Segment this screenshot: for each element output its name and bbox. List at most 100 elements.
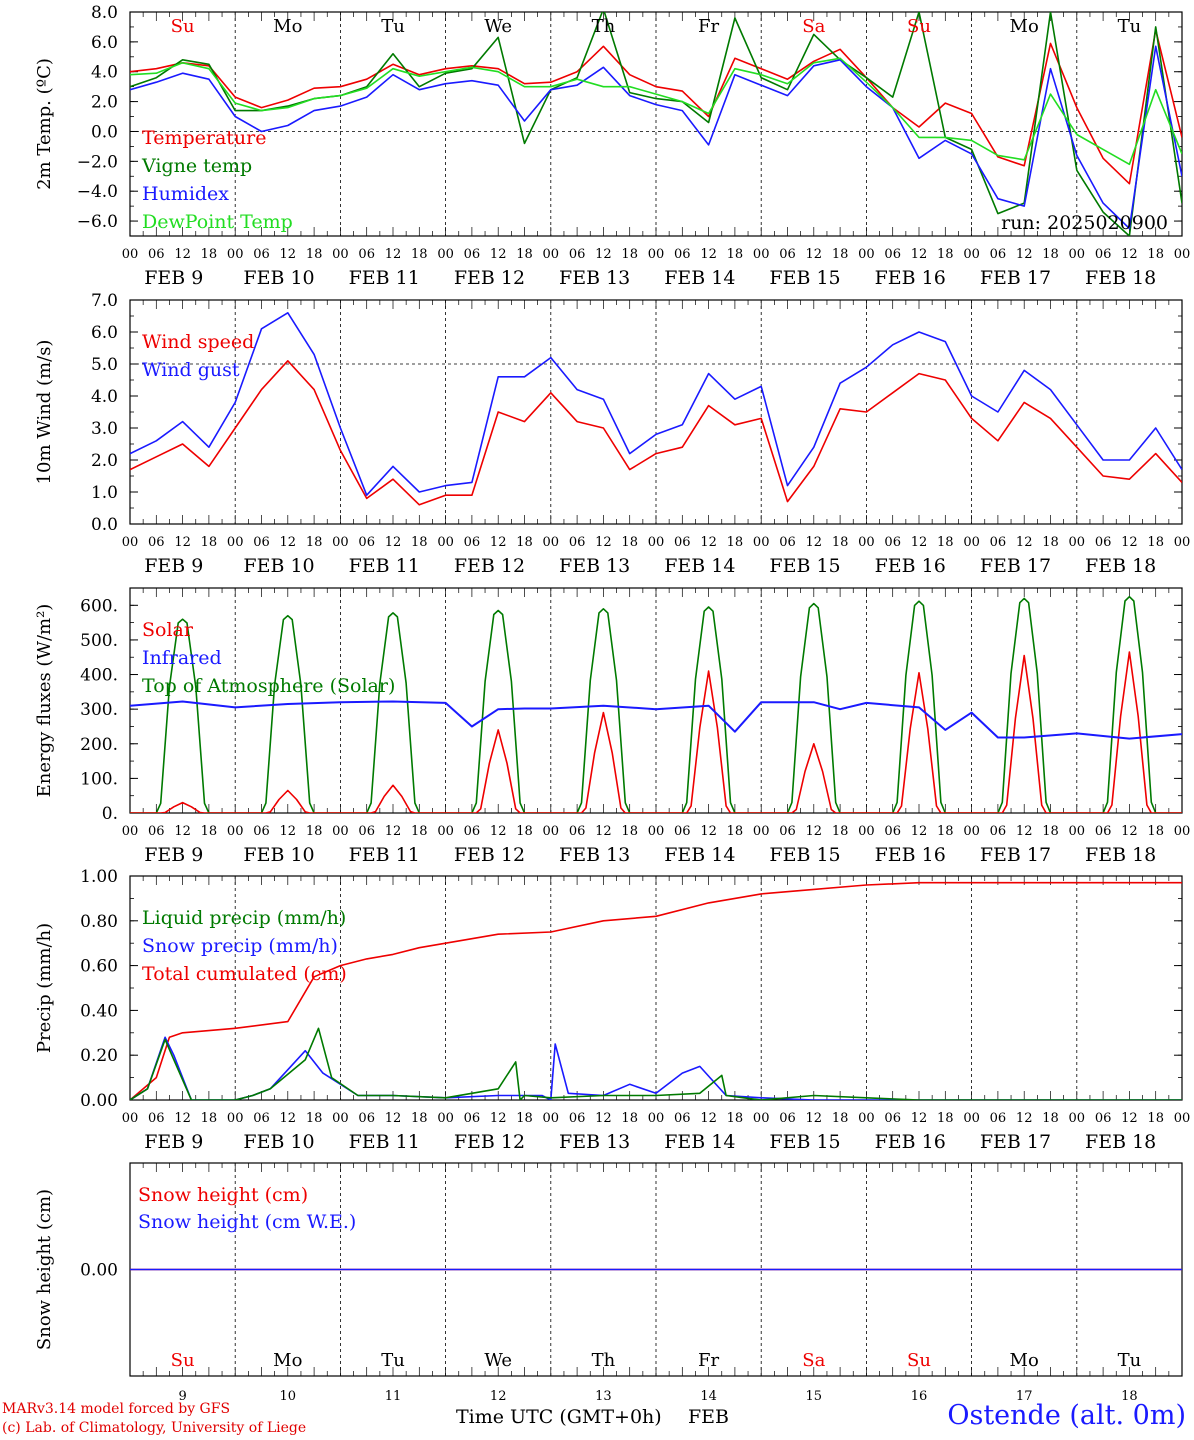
hour-label: 00 (753, 1111, 770, 1126)
weekday-label: Mo (273, 1350, 302, 1371)
hour-label: 18 (1147, 824, 1164, 839)
hour-label: 12 (280, 535, 297, 550)
hour-label: 18 (516, 1111, 533, 1126)
hour-label: 00 (963, 1111, 980, 1126)
y-tick-label: 0.0 (91, 515, 118, 535)
hour-label: 18 (937, 535, 954, 550)
y-tick-label: 0.20 (80, 1046, 118, 1066)
date-label: FEB 11 (349, 267, 420, 289)
panel-wind: 0.0 1.0 2.0 3.0 4.0 5.0 6.0 7.0 10m Wind (m/s) Wi… (34, 291, 1190, 577)
y-axis-title: Snow height (cm) (34, 1189, 55, 1350)
y-tick-label: −2.0 (77, 152, 118, 172)
weekday-label: Su (907, 16, 931, 37)
hour-label: 18 (727, 247, 744, 262)
legend-entry: Vigne temp (141, 155, 252, 177)
hour-label: 06 (148, 824, 165, 839)
legend-entry: Wind speed (142, 331, 254, 353)
date-label: FEB 10 (243, 1131, 314, 1153)
series-line-infrared (130, 700, 1182, 740)
y-tick-label: −4.0 (77, 182, 118, 202)
hour-label: 06 (884, 535, 901, 550)
date-label: FEB 10 (243, 555, 314, 577)
hour-label: 18 (832, 1111, 849, 1126)
panel-frame (129, 299, 1183, 525)
day-number: 14 (700, 1389, 717, 1404)
hour-label: 06 (464, 1111, 481, 1126)
hour-label: 06 (674, 1111, 691, 1126)
date-label: FEB 13 (559, 555, 630, 577)
date-label: FEB 12 (454, 267, 525, 289)
date-label: FEB 15 (769, 844, 840, 866)
hour-label: 12 (385, 1111, 402, 1126)
series-group (130, 881, 1182, 1100)
hour-label: 00 (332, 247, 349, 262)
date-label: FEB 17 (980, 267, 1051, 289)
date-label: FEB 12 (454, 555, 525, 577)
y-tick-label: 3.0 (91, 419, 118, 439)
hour-label: 18 (1042, 824, 1059, 839)
series-line-total-cumulated (130, 881, 1182, 1100)
hour-label: 06 (358, 535, 375, 550)
hour-label: 00 (437, 247, 454, 262)
day-number: 18 (1121, 1389, 1138, 1404)
hour-label: 12 (806, 247, 823, 262)
hour-label: 00 (332, 535, 349, 550)
hour-label: 18 (306, 247, 323, 262)
y-tick-label: 7.0 (91, 291, 118, 311)
y-tick-label: 500. (80, 631, 118, 651)
hour-label: 00 (963, 535, 980, 550)
day-number: 12 (490, 1389, 507, 1404)
hour-label: 00 (227, 247, 244, 262)
weekday-label: We (484, 1350, 512, 1371)
weekday-label: Su (171, 16, 195, 37)
series-line-top-of-atmosphere-solar- (130, 595, 1182, 813)
weekday-label: Th (592, 1350, 616, 1371)
hour-label: 00 (858, 247, 875, 262)
hour-label: 00 (437, 824, 454, 839)
hour-label: 12 (806, 1111, 823, 1126)
legend-entry: Humidex (142, 183, 229, 205)
hour-label: 18 (621, 535, 638, 550)
hour-label: 12 (595, 247, 612, 262)
hour-label: 06 (148, 1111, 165, 1126)
weekday-label: Fr (698, 16, 719, 37)
hour-label: 00 (963, 247, 980, 262)
y-tick-label: 5.0 (91, 355, 118, 375)
weekday-label: Fr (698, 1350, 719, 1371)
y-tick-label: 1.00 (80, 867, 118, 887)
series-line-liquid-precip (130, 1027, 1182, 1100)
date-label: FEB 11 (349, 555, 420, 577)
hour-label: 00 (753, 824, 770, 839)
legend-entry: Infrared (142, 647, 222, 669)
hour-label: 18 (937, 247, 954, 262)
panel-temperature: −6.0 −4.0 −2.0 0.0 2.0 4.0 6.0 8.0 2m Temp. (ºC)… (34, 3, 1190, 289)
hour-label: 12 (174, 1111, 191, 1126)
date-label: FEB 18 (1085, 1131, 1156, 1153)
date-label: FEB 18 (1085, 844, 1156, 866)
hour-label: 18 (1042, 535, 1059, 550)
series-group (130, 12, 1182, 236)
hour-label: 18 (201, 247, 218, 262)
hour-label: 12 (700, 535, 717, 550)
date-label: FEB 14 (664, 844, 735, 866)
hour-label: 12 (280, 1111, 297, 1126)
hour-label: 12 (490, 824, 507, 839)
hour-label: 00 (648, 535, 665, 550)
hour-label: 18 (1147, 247, 1164, 262)
hour-label: 06 (1095, 824, 1112, 839)
panel-energy: 0. 100. 200. 300. 400. 500. 600. Energy fluxes … (34, 587, 1190, 866)
series-line-snow-precip (130, 1036, 1182, 1100)
y-tick-label: −6.0 (77, 212, 118, 232)
hour-label: 00 (1069, 247, 1086, 262)
hour-label: 12 (911, 247, 928, 262)
hour-label: 12 (174, 824, 191, 839)
hour-label: 18 (411, 247, 428, 262)
day-number: 17 (1016, 1389, 1033, 1404)
hour-label: 12 (174, 535, 191, 550)
date-label: FEB 16 (875, 555, 946, 577)
hour-label: 06 (253, 824, 270, 839)
date-label: FEB 14 (664, 1131, 735, 1153)
weekday-label: Mo (1010, 16, 1039, 37)
date-label: FEB 15 (769, 267, 840, 289)
